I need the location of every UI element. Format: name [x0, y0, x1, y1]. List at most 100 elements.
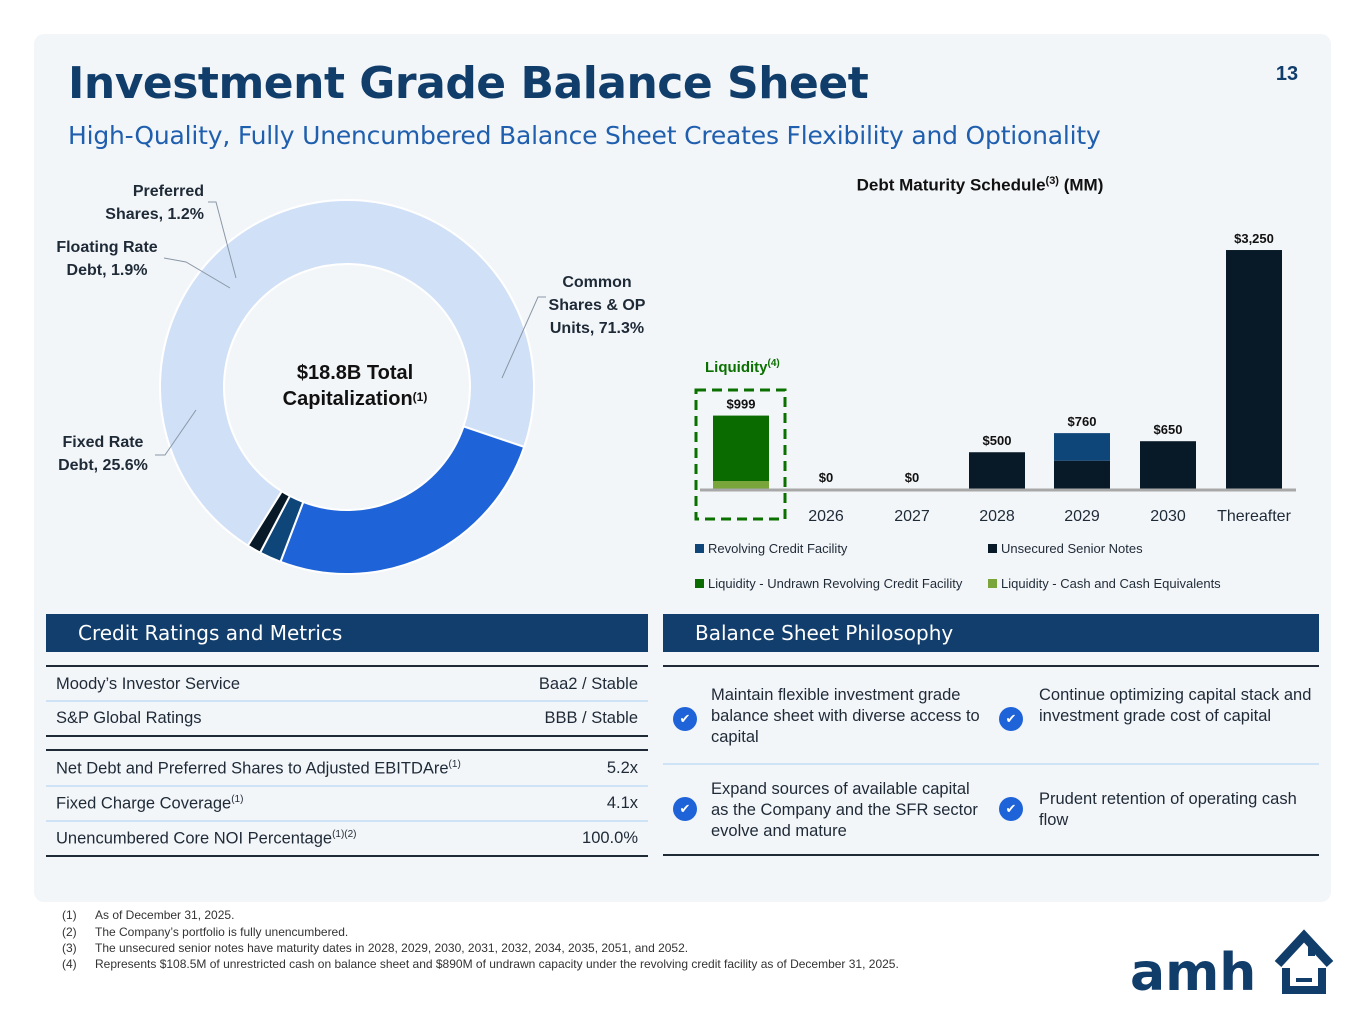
footnote-number: (1): [62, 908, 77, 922]
page-subtitle: High-Quality, Fully Unencumbered Balance…: [68, 121, 1101, 150]
leader-line-common: [501, 296, 546, 379]
bar-total-label: $0: [819, 470, 833, 485]
legend-label: Revolving Credit Facility: [708, 541, 848, 556]
bar-total-label: $0: [905, 470, 919, 485]
philosophy-item: Maintain flexible investment grade balan…: [711, 686, 980, 746]
row-label-note: (1)(2): [332, 828, 357, 840]
table-row: Fixed Charge Coverage(1) 4.1x: [46, 786, 648, 821]
philosophy-item: Prudent retention of operating cash flow: [1039, 790, 1297, 829]
chart-title-unit: (MM): [1063, 175, 1104, 195]
footnote-number: (4): [62, 957, 77, 971]
leader-line-preferred: [208, 201, 237, 279]
liquidity-label: Liquidity(4): [705, 358, 780, 376]
credit-panel-heading: Credit Ratings and Metrics: [46, 614, 648, 652]
legend-label: Liquidity - Cash and Cash Equivalents: [1001, 576, 1221, 591]
row-value: 4.1x: [606, 794, 638, 812]
divider: [663, 665, 1319, 667]
pie-slice-common-shares-op-units: [159, 199, 535, 547]
pie-label-common: Common Shares & OP Units, 71.3%: [548, 274, 646, 337]
chart-title-note: (3): [1045, 175, 1059, 187]
row-label-note: (1): [448, 758, 461, 770]
chart-title: Debt Maturity Schedule(3) (MM): [780, 175, 1180, 196]
bar-total-label: $500: [983, 433, 1012, 448]
row-label: Fixed Charge Coverage(1): [56, 794, 243, 814]
legend-undrawn: Liquidity - Undrawn Revolving Credit Fac…: [695, 576, 962, 591]
divider: [663, 763, 1319, 765]
footnote: (2) The Company’s portfolio is fully unen…: [62, 924, 348, 941]
bar-thereafter-unsecured-senior-notes: [1226, 250, 1282, 489]
row-value: Baa2 / Stable: [538, 675, 638, 693]
liquidity-label-text: Liquidity: [705, 359, 768, 376]
legend-swatch: [695, 579, 704, 588]
divider: [46, 785, 648, 787]
logo-text: amh: [1130, 943, 1256, 998]
row-label-note: (1): [231, 793, 244, 805]
x-tick-label: 2026: [808, 508, 844, 525]
bar-total-label: $3,250: [1234, 231, 1274, 246]
bar-total-label: $760: [1068, 414, 1097, 429]
x-tick-label: 2029: [1064, 508, 1100, 525]
page-number: 13: [1275, 63, 1299, 85]
legend-cash: Liquidity - Cash and Cash Equivalents: [988, 576, 1221, 591]
leader-line-floating: [163, 257, 231, 289]
footnote: (1) As of December 31, 2025.: [62, 907, 234, 924]
row-label-text: Unencumbered Core NOI Percentage: [56, 829, 333, 848]
footnote-number: (3): [62, 941, 77, 955]
bar-total-label: $999: [727, 397, 756, 412]
philosophy-item: Expand sources of available capital as t…: [711, 780, 978, 840]
legend-swatch: [695, 544, 704, 553]
bar-2029-unsecured-senior-notes: [1054, 460, 1110, 489]
x-tick-label: 2030: [1150, 508, 1186, 525]
table-row: Unencumbered Core NOI Percentage(1)(2) 10…: [46, 821, 648, 856]
bar-2028-unsecured-senior-notes: [969, 452, 1025, 489]
check-icon: ✔: [673, 797, 697, 821]
divider: [663, 854, 1319, 856]
legend-label: Unsecured Senior Notes: [1001, 541, 1143, 556]
page-title: Investment Grade Balance Sheet: [68, 58, 869, 109]
footnote: (4) Represents $108.5M of unrestricted ca…: [62, 956, 899, 973]
row-value: BBB / Stable: [544, 709, 638, 727]
pie-label-preferred: Preferred Shares, 1.2%: [105, 183, 204, 223]
pie-center-label: $18.8B Total Capitalization(1): [240, 360, 470, 412]
pie-label-floating: Floating Rate Debt, 1.9%: [56, 239, 158, 279]
bar-liquidity-liquidity-undrawn-revolving-credit-facility: [713, 415, 769, 482]
divider: [46, 665, 648, 667]
footnote-text: The Company’s portfolio is fully unencum…: [95, 925, 349, 939]
pie-label-fixed: Fixed Rate Debt, 25.6%: [58, 434, 148, 474]
x-tick-label: Thereafter: [1217, 508, 1291, 525]
divider: [46, 735, 648, 737]
row-label-text: Net Debt and Preferred Shares to Adjuste…: [56, 759, 449, 778]
x-tick-label: 2027: [894, 508, 930, 525]
liquidity-box: [694, 388, 787, 521]
footnote-text: The unsecured senior notes have maturity…: [95, 941, 689, 955]
footnote: (3) The unsecured senior notes have matur…: [62, 940, 688, 957]
charts-canvas: $999 $0 2026 $0 2027 $500 2028 $760 2029 $650 2030…: [155, 199, 1296, 575]
divider: [46, 820, 648, 822]
row-value: 100.0%: [582, 829, 638, 847]
legend-revolver: Revolving Credit Facility: [695, 541, 847, 556]
row-label-text: Fixed Charge Coverage: [56, 794, 232, 813]
pie-slice-fixed-rate-debt: [279, 425, 526, 575]
bar-2029-revolving-credit-facility: [1054, 433, 1110, 461]
row-label: S&P Global Ratings: [56, 709, 202, 727]
amh-logo: amh: [1130, 929, 1334, 998]
check-icon: ✔: [999, 797, 1023, 821]
philosophy-panel-heading: Balance Sheet Philosophy: [663, 614, 1319, 652]
liquidity-label-note: (4): [767, 358, 780, 369]
house-roof-icon: [1274, 929, 1334, 994]
row-label: Net Debt and Preferred Shares to Adjuste…: [56, 759, 461, 779]
pie-center-title: $18.8B Total Capitalization: [282, 362, 414, 410]
bar-2030-unsecured-senior-notes: [1140, 441, 1196, 489]
leader-line-fixed: [155, 409, 197, 456]
table-row: Moody’s Investor Service Baa2 / Stable: [46, 667, 648, 702]
philosophy-item: Continue optimizing capital stack and in…: [1039, 686, 1312, 725]
footnote-text: Represents $108.5M of unrestricted cash …: [95, 957, 899, 971]
bar-liquidity-liquidity-cash-and-cash-equivalents: [713, 481, 769, 489]
pie-center-note: (1): [412, 390, 428, 404]
check-icon: ✔: [673, 707, 697, 731]
chart-title-text: Debt Maturity Schedule: [856, 175, 1046, 195]
footnote-text: As of December 31, 2025.: [95, 908, 235, 922]
divider: [46, 855, 648, 857]
row-label: Moody’s Investor Service: [56, 675, 241, 693]
table-row: S&P Global Ratings BBB / Stable: [46, 701, 648, 736]
